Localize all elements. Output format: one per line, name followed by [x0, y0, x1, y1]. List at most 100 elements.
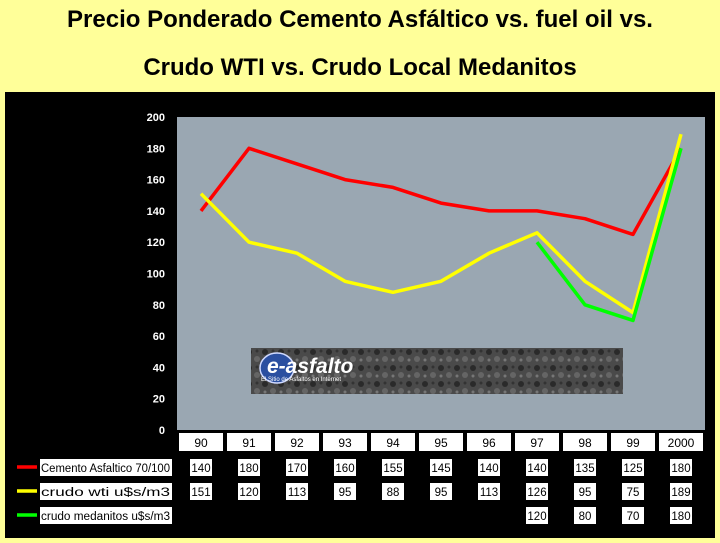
x-category-cell: [275, 433, 319, 451]
data-value-label: 120: [239, 487, 258, 499]
x-category-cell: [515, 433, 559, 451]
data-table-cell: [670, 459, 692, 476]
data-table-cell: [526, 459, 548, 476]
data-table-cell: [574, 483, 596, 500]
data-table-cell: [574, 507, 596, 524]
data-table-cell: [622, 507, 644, 524]
data-value-label: 140: [527, 463, 546, 475]
data-value-label: 180: [239, 463, 258, 475]
globe-icon: [259, 352, 295, 384]
legend-label-box: [40, 459, 172, 476]
x-tick-label: 91: [242, 436, 256, 450]
y-tick-label: 0: [159, 425, 165, 437]
x-tick-label: 98: [578, 436, 592, 450]
series-line-2: [199, 133, 683, 315]
data-table-cell: [334, 483, 356, 500]
y-tick-label: 200: [147, 112, 165, 124]
data-value-label: 125: [623, 463, 642, 475]
data-value-label: 113: [480, 487, 498, 499]
chart-title-line-1: Precio Ponderado Cemento Asfáltico vs. f…: [67, 6, 653, 33]
data-value-label: 155: [383, 463, 402, 475]
data-value-label: 95: [579, 487, 592, 499]
data-value-label: 140: [191, 463, 210, 475]
x-category-cell: [371, 433, 415, 451]
legend-label-box: [40, 507, 172, 524]
y-tick-label: 20: [153, 394, 165, 406]
x-category-cell: [563, 433, 607, 451]
data-table-cell: [622, 483, 644, 500]
data-value-label: 170: [287, 463, 306, 475]
x-category-cell: [467, 433, 511, 451]
y-tick-label: 80: [153, 300, 165, 312]
data-table-cell: [670, 507, 692, 524]
data-table-cell: [238, 483, 260, 500]
data-value-label: 80: [579, 511, 592, 523]
data-value-label: 180: [671, 511, 690, 523]
data-value-label: 88: [387, 487, 400, 499]
data-value-label: 145: [431, 463, 450, 475]
x-category-cell: [659, 433, 703, 451]
data-value-label: 120: [527, 511, 546, 523]
data-table-cell: [382, 483, 404, 500]
data-value-label: 180: [671, 463, 690, 475]
series-line-1: [199, 146, 683, 237]
x-category-cell: [611, 433, 655, 451]
data-value-label: 151: [191, 487, 210, 499]
data-table-cell: [286, 459, 308, 476]
y-tick-label: 120: [147, 237, 165, 249]
data-value-label: 95: [339, 487, 352, 499]
x-category-cell: [323, 433, 367, 451]
data-value-label: 189: [671, 487, 690, 499]
data-table-cell: [382, 459, 404, 476]
chart-title-line-2: Crudo WTI vs. Crudo Local Medanitos: [143, 54, 577, 81]
x-tick-label: 96: [482, 436, 496, 450]
x-category-cell: [419, 433, 463, 451]
y-tick-label: 100: [147, 269, 165, 281]
legend-label: Cemento Asfaltico 70/100: [41, 463, 170, 475]
x-tick-label: 90: [194, 436, 208, 450]
data-value-label: 95: [435, 487, 448, 499]
data-table-cell: [670, 483, 692, 500]
x-tick-label: 99: [626, 436, 640, 450]
data-value-label: 140: [479, 463, 498, 475]
y-tick-label: 40: [153, 362, 165, 374]
y-tick-label: 160: [147, 175, 165, 187]
data-value-label: 160: [335, 463, 354, 475]
data-table-cell: [286, 483, 308, 500]
series-line-3: [535, 147, 683, 323]
logo-brand: e-asfalto: [267, 355, 354, 378]
data-table-cell: [622, 459, 644, 476]
x-tick-label: 97: [530, 436, 544, 450]
data-value-label: 113: [288, 487, 306, 499]
data-value-label: 75: [627, 487, 640, 499]
y-tick-label: 60: [153, 331, 165, 343]
data-table-cell: [334, 459, 356, 476]
logo-tagline: El Sitio de Asfaltos en Internet: [261, 377, 341, 383]
data-value-label: 126: [527, 487, 546, 499]
data-table-cell: [190, 459, 212, 476]
chart-panel: 0 20 40 60 80 100 120 140 160 180 200 e-asfalto El…: [5, 92, 715, 538]
data-value-label: 70: [627, 511, 640, 523]
y-tick-label: 140: [147, 206, 165, 218]
data-table-cell: [574, 459, 596, 476]
x-tick-label: 92: [290, 436, 304, 450]
y-tick-label: 180: [147, 143, 165, 155]
data-table-cell: [478, 459, 500, 476]
data-table-cell: [430, 459, 452, 476]
x-tick-label: 2000: [668, 436, 695, 450]
data-table-cell: [478, 483, 500, 500]
data-table-cell: [526, 507, 548, 524]
legend-label: crudo wti u$s/m3: [41, 487, 170, 499]
data-table-cell: [430, 483, 452, 500]
x-tick-label: 95: [434, 436, 448, 450]
legend-label: crudo medanitos u$s/m3: [41, 511, 170, 523]
x-category-cell: [227, 433, 271, 451]
line-chart: 0 20 40 60 80 100 120 140 160 180 200 e-asfalto El…: [17, 112, 705, 524]
x-tick-label: 93: [338, 436, 352, 450]
data-value-label: 135: [575, 463, 594, 475]
x-tick-label: 94: [386, 436, 400, 450]
x-category-cell: [179, 433, 223, 451]
legend-label-box: [40, 483, 172, 500]
data-table-cell: [526, 483, 548, 500]
